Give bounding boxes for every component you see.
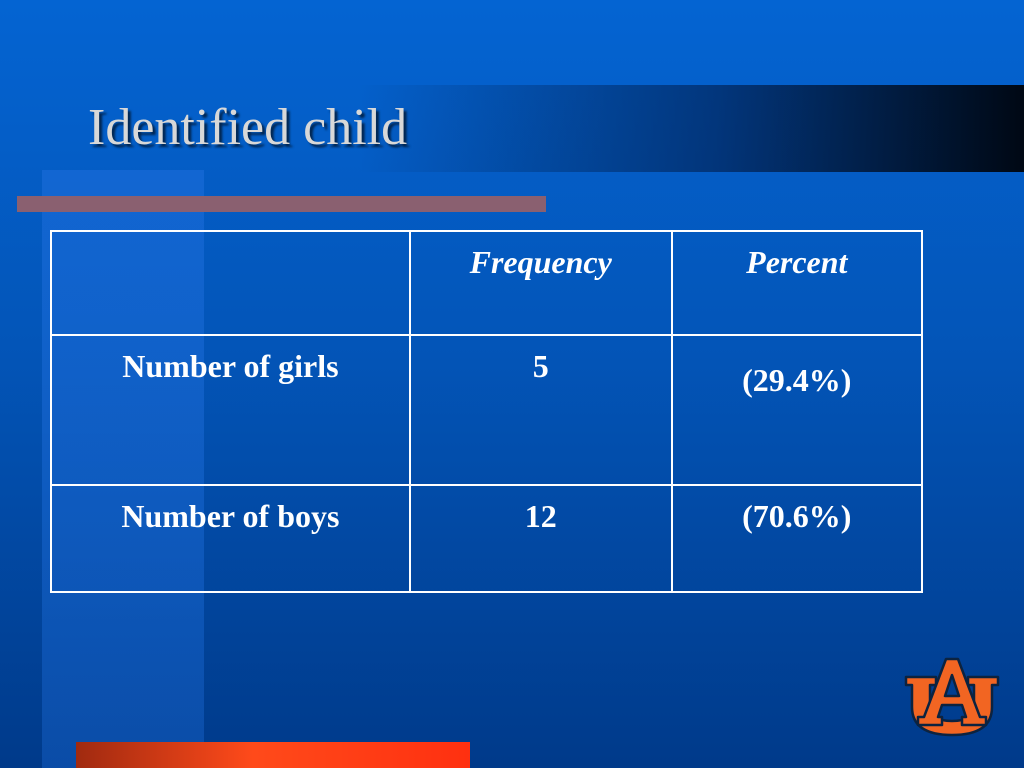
table-header-percent: Percent [670, 230, 924, 336]
slide-title: Identified child [88, 99, 408, 156]
bottom-accent-bar [76, 742, 470, 768]
table-header-empty [50, 230, 411, 336]
row-label: Number of boys [50, 484, 411, 593]
table-header-frequency: Frequency [408, 230, 673, 336]
title-band-decoration [0, 85, 1024, 172]
title-underline-rule [17, 196, 546, 212]
auburn-au-logo-icon [904, 657, 1000, 737]
row-percent: (29.4%) [670, 334, 924, 486]
table-row: Number of boys 12 (70.6%) [50, 484, 924, 593]
frequency-table: Frequency Percent Number of girls 5 (29.… [50, 230, 924, 593]
row-percent: (70.6%) [670, 484, 924, 593]
table-header-row: Frequency Percent [50, 230, 924, 336]
row-frequency: 12 [408, 484, 673, 593]
row-label: Number of girls [50, 334, 411, 486]
row-frequency: 5 [408, 334, 673, 486]
table-row: Number of girls 5 (29.4%) [50, 334, 924, 486]
